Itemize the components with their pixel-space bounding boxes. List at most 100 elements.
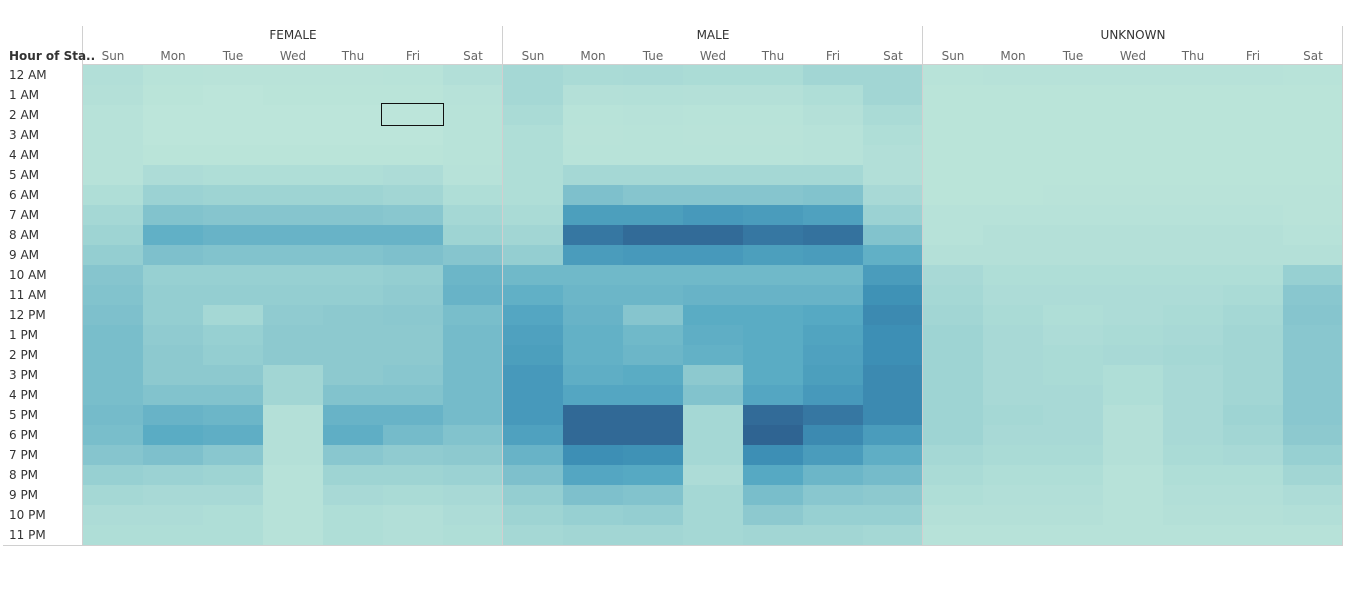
heatmap-cell-male-fri-3[interactable] xyxy=(803,125,863,145)
heatmap-cell-male-tue-14[interactable] xyxy=(623,345,683,365)
heatmap-cell-female-fri-20[interactable] xyxy=(383,465,443,485)
heatmap-cell-unknown-thu-14[interactable] xyxy=(1163,345,1223,365)
heatmap-cell-unknown-tue-16[interactable] xyxy=(1043,385,1103,405)
heatmap-cell-unknown-thu-2[interactable] xyxy=(1163,105,1223,125)
heatmap-cell-male-mon-9[interactable] xyxy=(563,245,623,265)
heatmap-cell-female-mon-19[interactable] xyxy=(143,445,203,465)
heatmap-cell-male-mon-20[interactable] xyxy=(563,465,623,485)
heatmap-cell-unknown-tue-14[interactable] xyxy=(1043,345,1103,365)
heatmap-cell-male-thu-18[interactable] xyxy=(743,425,803,445)
heatmap-cell-male-fri-21[interactable] xyxy=(803,485,863,505)
heatmap-cell-male-fri-5[interactable] xyxy=(803,165,863,185)
heatmap-cell-male-sun-16[interactable] xyxy=(503,385,563,405)
heatmap-cell-unknown-fri-13[interactable] xyxy=(1223,325,1283,345)
heatmap-cell-male-wed-2[interactable] xyxy=(683,105,743,125)
heatmap-cell-female-mon-2[interactable] xyxy=(143,105,203,125)
heatmap-cell-female-tue-17[interactable] xyxy=(203,405,263,425)
heatmap-cell-unknown-sat-22[interactable] xyxy=(1283,505,1343,525)
heatmap-cell-female-sun-22[interactable] xyxy=(83,505,143,525)
heatmap-cell-male-tue-21[interactable] xyxy=(623,485,683,505)
heatmap-cell-female-tue-6[interactable] xyxy=(203,185,263,205)
heatmap-cell-female-thu-20[interactable] xyxy=(323,465,383,485)
heatmap-cell-male-mon-8[interactable] xyxy=(563,225,623,245)
heatmap-cell-unknown-fri-19[interactable] xyxy=(1223,445,1283,465)
heatmap-cell-unknown-mon-0[interactable] xyxy=(983,65,1043,85)
heatmap-cell-unknown-fri-23[interactable] xyxy=(1223,525,1283,545)
heatmap-cell-female-wed-16[interactable] xyxy=(263,385,323,405)
heatmap-cell-unknown-thu-20[interactable] xyxy=(1163,465,1223,485)
heatmap-cell-male-tue-13[interactable] xyxy=(623,325,683,345)
heatmap-cell-female-tue-13[interactable] xyxy=(203,325,263,345)
heatmap-cell-male-tue-8[interactable] xyxy=(623,225,683,245)
heatmap-cell-male-sun-4[interactable] xyxy=(503,145,563,165)
heatmap-cell-male-sat-0[interactable] xyxy=(863,65,923,85)
heatmap-cell-unknown-sun-8[interactable] xyxy=(923,225,983,245)
heatmap-cell-female-sun-16[interactable] xyxy=(83,385,143,405)
heatmap-cell-female-wed-4[interactable] xyxy=(263,145,323,165)
heatmap-cell-female-fri-5[interactable] xyxy=(383,165,443,185)
heatmap-cell-unknown-mon-20[interactable] xyxy=(983,465,1043,485)
heatmap-cell-female-sun-11[interactable] xyxy=(83,285,143,305)
heatmap-cell-male-wed-11[interactable] xyxy=(683,285,743,305)
heatmap-cell-unknown-tue-18[interactable] xyxy=(1043,425,1103,445)
heatmap-cell-male-sat-17[interactable] xyxy=(863,405,923,425)
heatmap-cell-unknown-wed-8[interactable] xyxy=(1103,225,1163,245)
heatmap-cell-unknown-sun-17[interactable] xyxy=(923,405,983,425)
heatmap-cell-unknown-mon-10[interactable] xyxy=(983,265,1043,285)
heatmap-cell-female-thu-19[interactable] xyxy=(323,445,383,465)
heatmap-cell-female-tue-21[interactable] xyxy=(203,485,263,505)
heatmap-cell-male-sat-13[interactable] xyxy=(863,325,923,345)
heatmap-cell-male-mon-15[interactable] xyxy=(563,365,623,385)
heatmap-cell-female-wed-17[interactable] xyxy=(263,405,323,425)
heatmap-cell-female-sun-21[interactable] xyxy=(83,485,143,505)
heatmap-cell-unknown-fri-14[interactable] xyxy=(1223,345,1283,365)
heatmap-cell-male-fri-1[interactable] xyxy=(803,85,863,105)
heatmap-cell-male-mon-22[interactable] xyxy=(563,505,623,525)
heatmap-cell-unknown-sun-11[interactable] xyxy=(923,285,983,305)
heatmap-cell-male-thu-9[interactable] xyxy=(743,245,803,265)
heatmap-cell-male-tue-7[interactable] xyxy=(623,205,683,225)
heatmap-cell-female-tue-18[interactable] xyxy=(203,425,263,445)
heatmap-cell-male-sat-15[interactable] xyxy=(863,365,923,385)
heatmap-cell-unknown-sat-1[interactable] xyxy=(1283,85,1343,105)
heatmap-cell-female-mon-1[interactable] xyxy=(143,85,203,105)
heatmap-cell-male-tue-9[interactable] xyxy=(623,245,683,265)
heatmap-cell-female-fri-19[interactable] xyxy=(383,445,443,465)
heatmap-cell-male-fri-22[interactable] xyxy=(803,505,863,525)
heatmap-cell-female-mon-5[interactable] xyxy=(143,165,203,185)
heatmap-cell-female-tue-3[interactable] xyxy=(203,125,263,145)
heatmap-cell-unknown-sun-20[interactable] xyxy=(923,465,983,485)
heatmap-cell-unknown-mon-1[interactable] xyxy=(983,85,1043,105)
heatmap-cell-female-tue-11[interactable] xyxy=(203,285,263,305)
heatmap-cell-unknown-mon-14[interactable] xyxy=(983,345,1043,365)
heatmap-cell-female-fri-11[interactable] xyxy=(383,285,443,305)
heatmap-cell-unknown-thu-3[interactable] xyxy=(1163,125,1223,145)
heatmap-cell-male-sat-6[interactable] xyxy=(863,185,923,205)
heatmap-cell-female-sat-23[interactable] xyxy=(443,525,503,545)
heatmap-cell-male-sat-9[interactable] xyxy=(863,245,923,265)
heatmap-cell-male-tue-0[interactable] xyxy=(623,65,683,85)
heatmap-cell-unknown-thu-13[interactable] xyxy=(1163,325,1223,345)
heatmap-cell-female-thu-13[interactable] xyxy=(323,325,383,345)
heatmap-cell-unknown-mon-2[interactable] xyxy=(983,105,1043,125)
heatmap-cell-unknown-wed-15[interactable] xyxy=(1103,365,1163,385)
heatmap-cell-unknown-tue-7[interactable] xyxy=(1043,205,1103,225)
heatmap-cell-unknown-tue-0[interactable] xyxy=(1043,65,1103,85)
heatmap-cell-male-tue-20[interactable] xyxy=(623,465,683,485)
heatmap-cell-male-mon-11[interactable] xyxy=(563,285,623,305)
heatmap-cell-female-wed-11[interactable] xyxy=(263,285,323,305)
heatmap-cell-unknown-sun-9[interactable] xyxy=(923,245,983,265)
heatmap-cell-unknown-fri-18[interactable] xyxy=(1223,425,1283,445)
heatmap-cell-male-sat-12[interactable] xyxy=(863,305,923,325)
heatmap-cell-female-sun-8[interactable] xyxy=(83,225,143,245)
heatmap-cell-male-thu-8[interactable] xyxy=(743,225,803,245)
heatmap-cell-unknown-thu-10[interactable] xyxy=(1163,265,1223,285)
heatmap-cell-male-tue-11[interactable] xyxy=(623,285,683,305)
heatmap-cell-female-sun-9[interactable] xyxy=(83,245,143,265)
heatmap-cell-female-mon-16[interactable] xyxy=(143,385,203,405)
heatmap-cell-female-fri-15[interactable] xyxy=(383,365,443,385)
heatmap-cell-unknown-fri-3[interactable] xyxy=(1223,125,1283,145)
heatmap-cell-female-sat-18[interactable] xyxy=(443,425,503,445)
heatmap-cell-female-sun-7[interactable] xyxy=(83,205,143,225)
heatmap-cell-female-thu-10[interactable] xyxy=(323,265,383,285)
